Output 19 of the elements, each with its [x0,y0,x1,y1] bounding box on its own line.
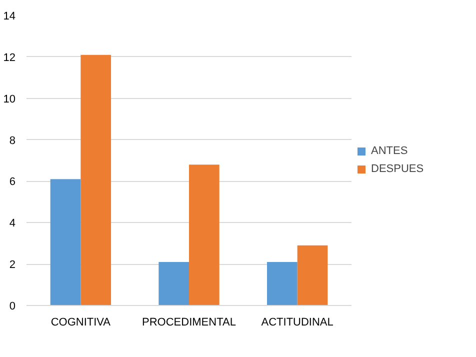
bar [50,179,81,306]
y-tick-label: 8 [9,134,16,147]
y-tick-label: 12 [3,52,16,64]
x-tick-label: PROCEDIMENTAL [142,316,236,328]
y-tick-label: 14 [3,10,16,22]
y-tick-label: 4 [9,218,16,230]
legend-label: ANTES [371,145,408,157]
bar [80,54,111,306]
bar [267,262,298,306]
y-tick-label: 6 [9,176,16,188]
x-tick-label: ACTITUDINAL [261,316,334,328]
y-tick-label: 10 [3,93,16,106]
bar [158,262,189,306]
y-tick-label: 2 [9,259,16,272]
bar [297,245,328,306]
y-tick-label: 0 [9,300,16,312]
legend-label: DESPUES [371,163,424,175]
bar [189,164,220,306]
x-tick-label: COGNITIVA [50,316,112,328]
